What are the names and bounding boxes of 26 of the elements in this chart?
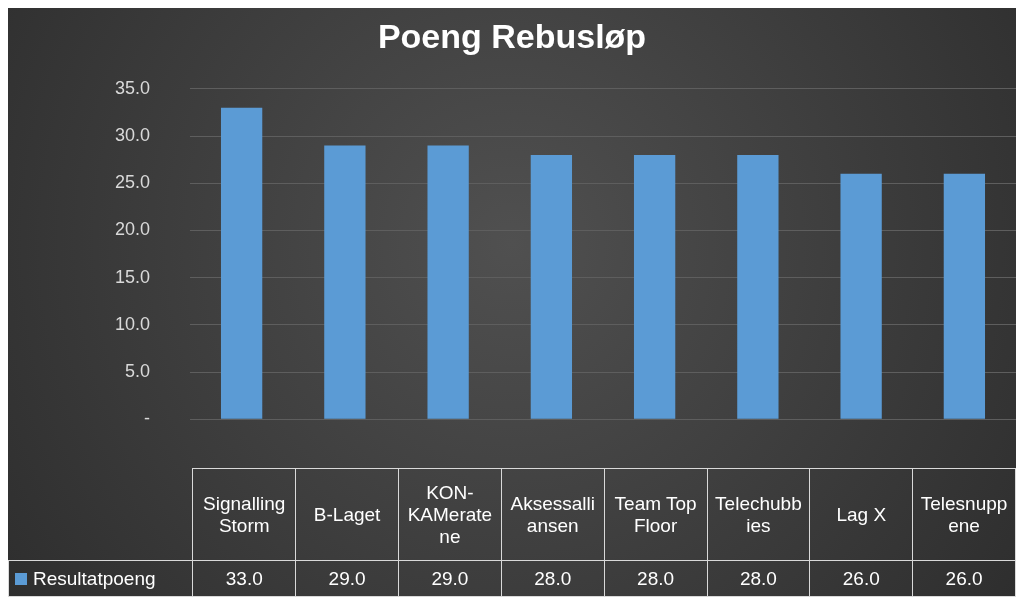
- y-tick-label: 10.0: [114, 313, 150, 334]
- data-label: 29.0: [398, 560, 502, 597]
- data-label: 26.0: [809, 560, 913, 597]
- y-tick-label: 15.0: [114, 266, 150, 287]
- x-tick-label: Telesnuppene: [912, 468, 1016, 561]
- data-label: 28.0: [707, 560, 810, 597]
- x-tick-label: KON-KAMeratene: [398, 468, 502, 561]
- x-tick-label: Lag X: [809, 468, 913, 561]
- chart-title: Poeng Rebusløp: [377, 16, 647, 55]
- data-label: 33.0: [192, 560, 296, 597]
- y-tick-label: 25.0: [114, 172, 150, 193]
- data-label: 26.0: [912, 560, 1016, 597]
- y-tick-label: -: [144, 408, 150, 429]
- legend-label: Resultatpoeng: [8, 560, 193, 597]
- x-tick-label: Signalling Storm: [192, 468, 296, 561]
- data-label: 28.0: [604, 560, 708, 597]
- x-tick-label: Telechubbies: [707, 468, 810, 561]
- data-label: 29.0: [295, 560, 399, 597]
- y-tick-label: 35.0: [114, 77, 150, 98]
- data-label: 28.0: [501, 560, 605, 597]
- y-tick-label: 30.0: [114, 124, 150, 145]
- y-tick-label: 5.0: [124, 360, 150, 381]
- y-tick-label: 20.0: [114, 219, 150, 240]
- x-tick-label: Aksessalliansen: [501, 468, 605, 561]
- x-tick-label: Team Top Floor: [604, 468, 708, 561]
- x-tick-label: B-Laget: [295, 468, 399, 561]
